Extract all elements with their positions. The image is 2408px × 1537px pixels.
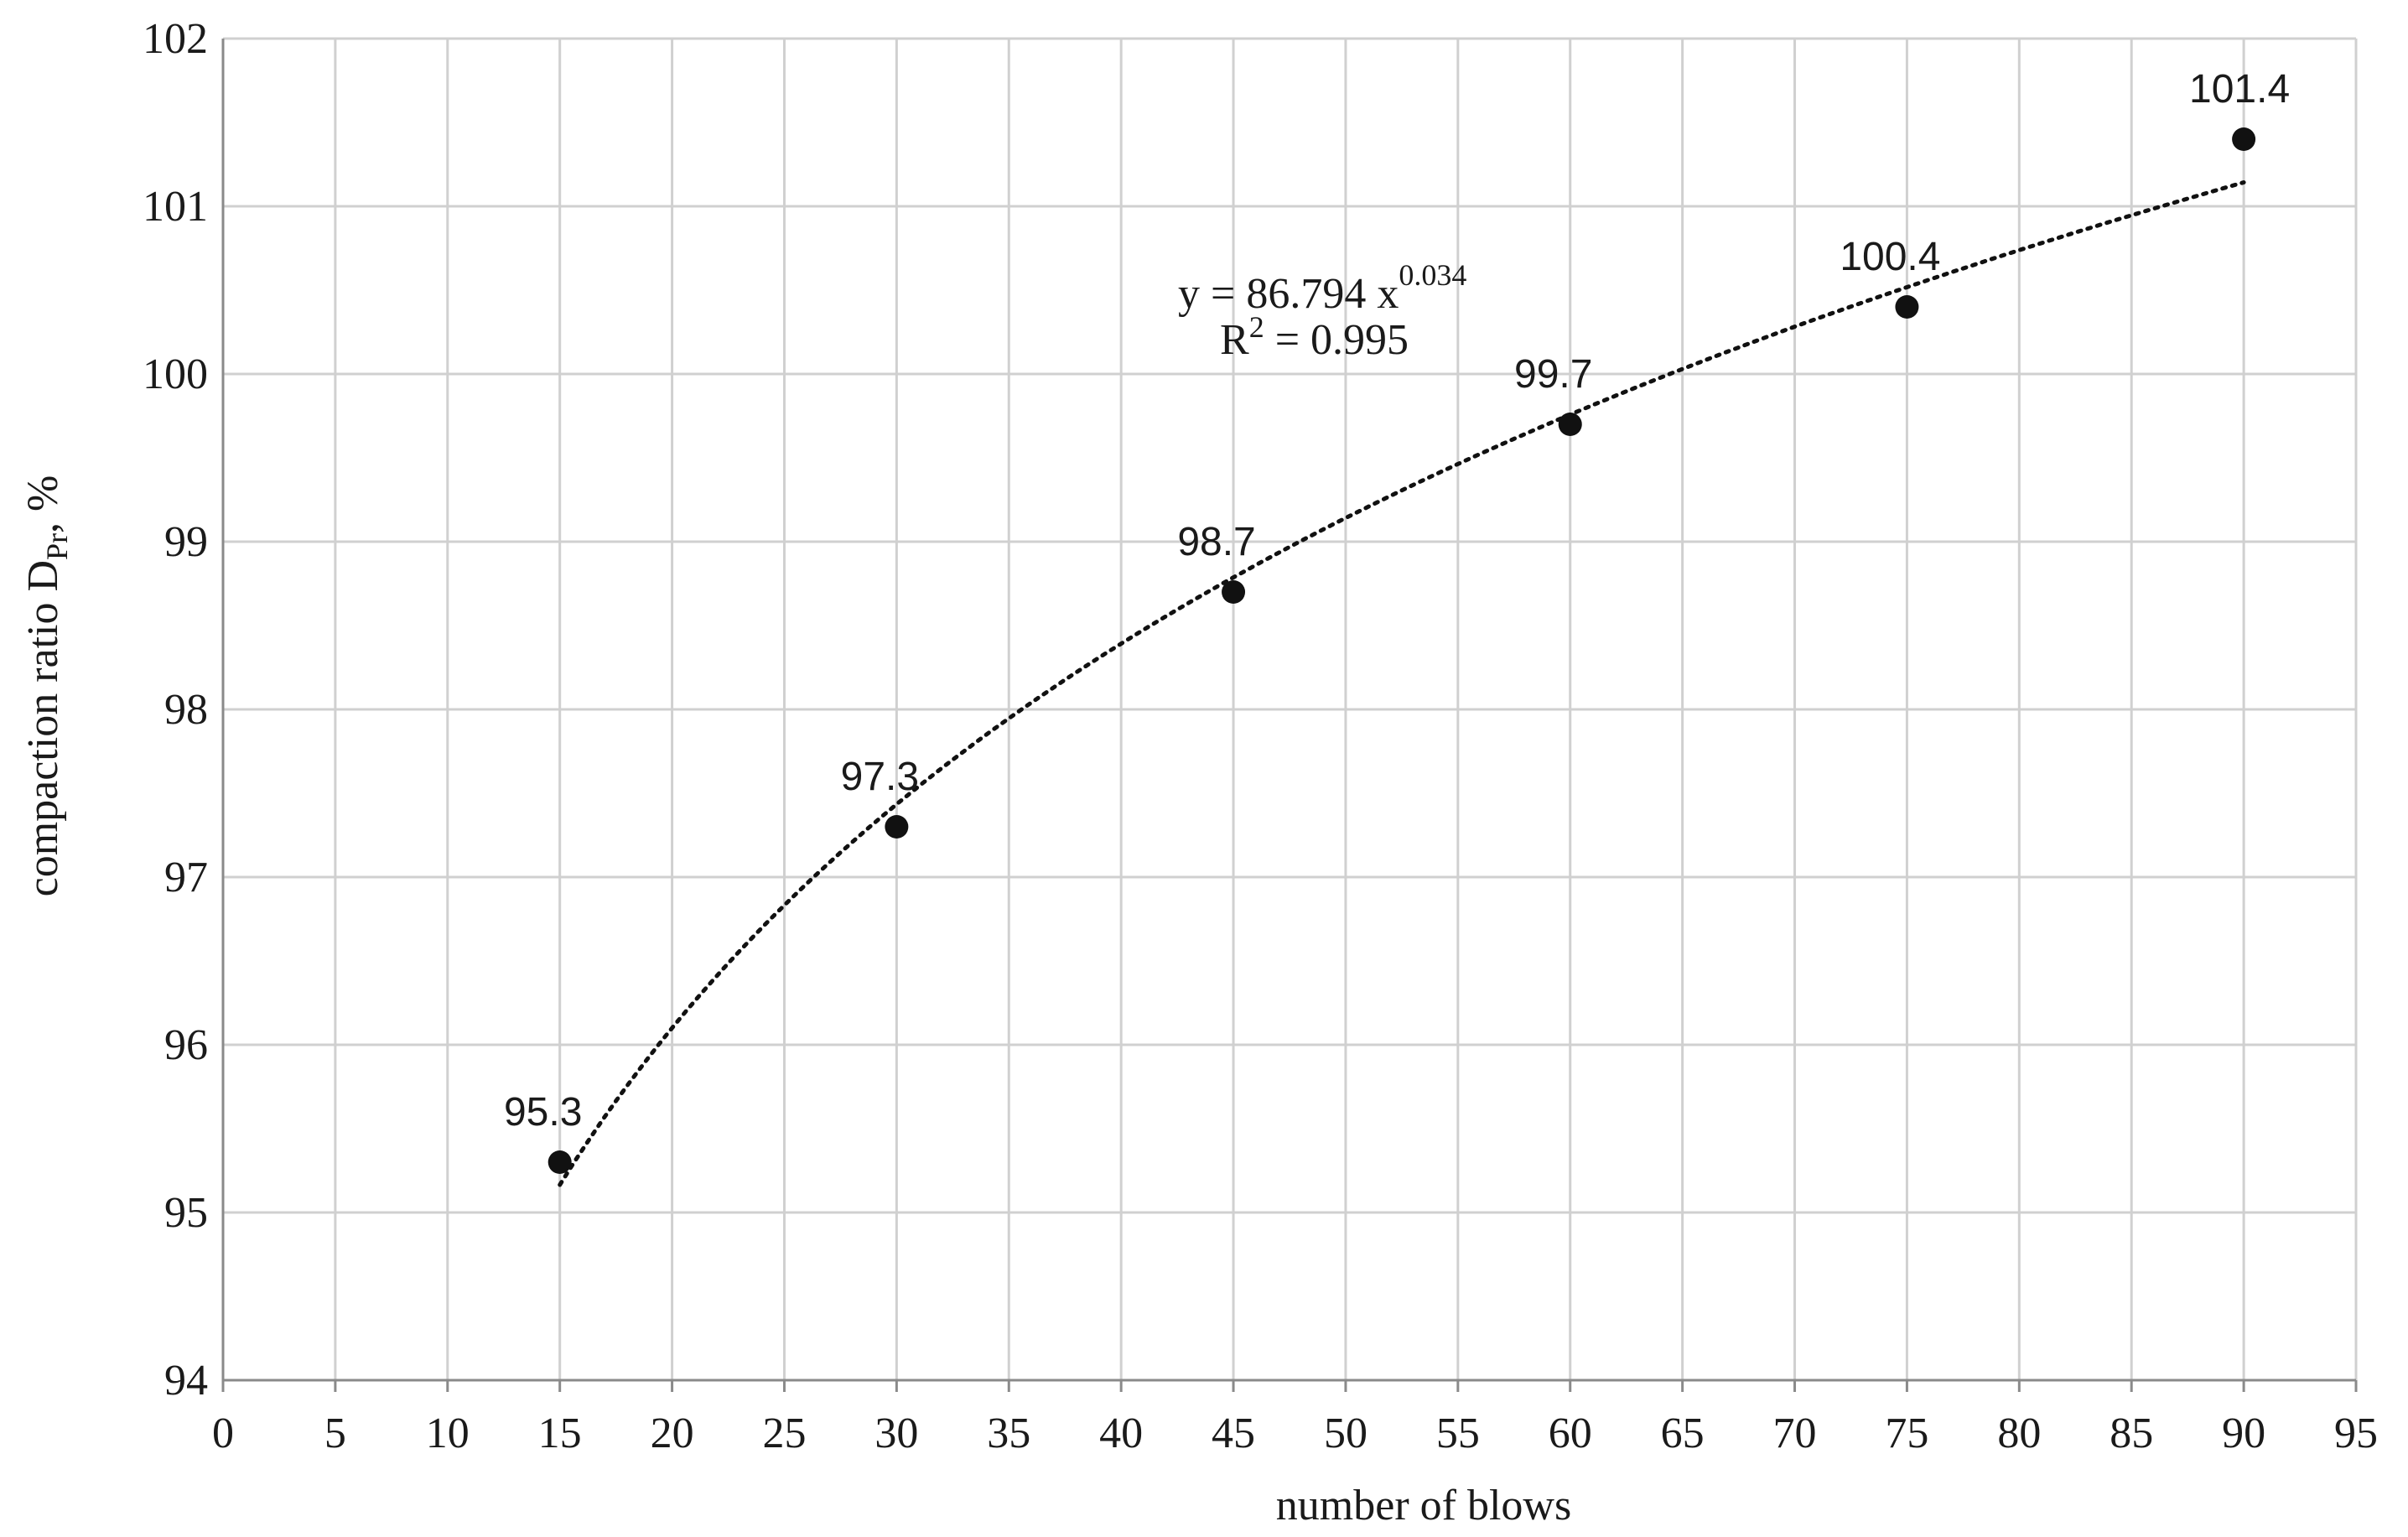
data-points [548, 127, 2256, 1174]
data-point [2232, 127, 2256, 151]
trend-equation: y = 86.794 x0.034 [1178, 258, 1466, 318]
x-tick-label: 45 [1212, 1410, 1255, 1457]
x-tick-label: 75 [1885, 1410, 1928, 1457]
x-tick-label: 95 [2334, 1410, 2378, 1457]
x-tick-labels: 0 5 10 15 20 25 30 35 40 45 50 55 60 65 70 75 80 85 90 95 [212, 1410, 2378, 1457]
x-tick-label: 60 [1549, 1410, 1592, 1457]
x-tick-label: 0 [212, 1410, 234, 1457]
trendline [558, 180, 2246, 1187]
data-label: 100.4 [1840, 235, 1940, 279]
y-tick-label: 102 [143, 15, 208, 63]
x-tick-label: 65 [1661, 1410, 1705, 1457]
y-tick-label: 94 [164, 1357, 208, 1405]
y-tick-labels: 94 95 96 97 98 99 100 101 102 [143, 15, 208, 1405]
data-labels: 95.3 97.3 98.7 99.7 100.4 101.4 [504, 67, 2290, 1135]
x-tick-label: 5 [324, 1410, 346, 1457]
data-label: 98.7 [1177, 520, 1255, 564]
y-tick-label: 98 [164, 686, 208, 734]
data-label: 101.4 [2189, 67, 2290, 112]
y-tick-label: 96 [164, 1021, 208, 1069]
y-tick-label: 97 [164, 854, 208, 901]
y-tick-label: 99 [164, 518, 208, 566]
data-label: 97.3 [841, 755, 919, 799]
y-tick-label: 100 [143, 350, 208, 398]
x-tick-label: 20 [651, 1410, 694, 1457]
data-point [548, 1150, 572, 1174]
y-tick-label: 101 [143, 183, 208, 231]
x-tick-label: 10 [426, 1410, 470, 1457]
axes [221, 39, 2358, 1392]
x-tick-label: 35 [987, 1410, 1030, 1457]
x-tick-label: 55 [1436, 1410, 1480, 1457]
x-tick-label: 80 [1997, 1410, 2041, 1457]
x-tick-label: 50 [1324, 1410, 1367, 1457]
data-point [1895, 295, 1919, 319]
x-tick-label: 25 [762, 1410, 806, 1457]
y-tick-label: 95 [164, 1189, 208, 1237]
x-tick-label: 40 [1099, 1410, 1143, 1457]
x-tick-label: 15 [538, 1410, 582, 1457]
trend-r-squared: R2 = 0.995 [1220, 310, 1409, 364]
x-tick-label: 70 [1773, 1410, 1817, 1457]
data-point [885, 815, 909, 839]
x-tick-label: 30 [874, 1410, 918, 1457]
x-axis-title: number of blows [1276, 1482, 1571, 1529]
data-point [1558, 413, 1582, 436]
x-tick-label: 90 [2222, 1410, 2265, 1457]
data-label: 99.7 [1514, 352, 1592, 397]
data-label: 95.3 [504, 1090, 582, 1135]
grid [221, 37, 2358, 1382]
x-tick-label: 85 [2110, 1410, 2153, 1457]
y-axis-title: compaction ratio DPr, % [19, 475, 74, 897]
data-point [1222, 580, 1246, 604]
